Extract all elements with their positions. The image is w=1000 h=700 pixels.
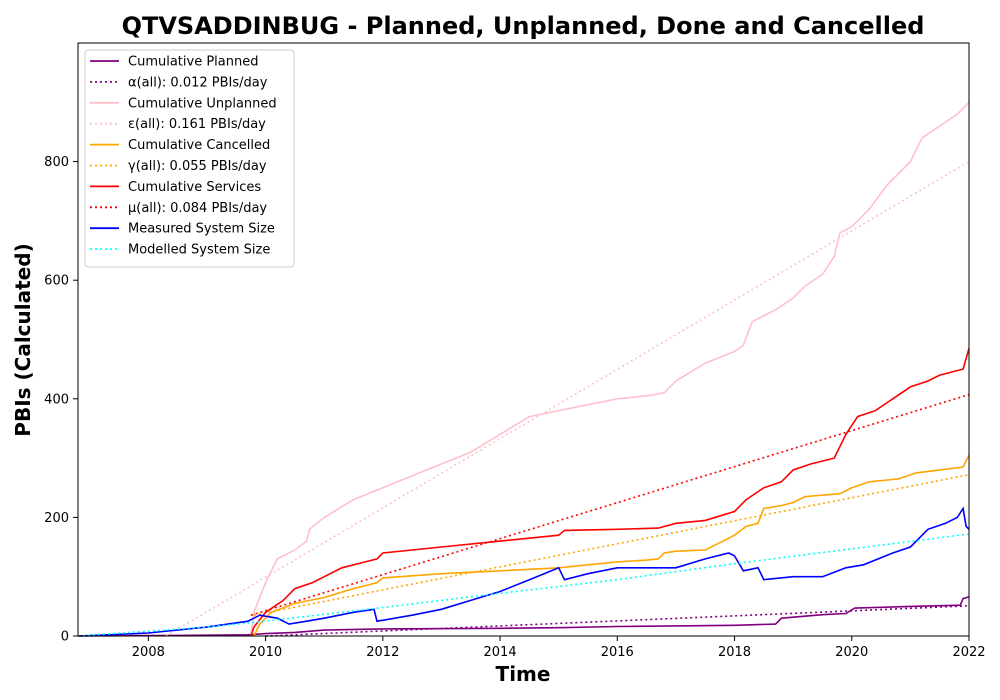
- legend-entry: Cumulative Unplanned: [128, 96, 277, 111]
- x-tick-label: 2016: [601, 645, 634, 660]
- legend-entry: Cumulative Cancelled: [128, 138, 270, 153]
- series-line-cumulative-services: [250, 348, 970, 637]
- series-line-all-0-161-pbis-day: [165, 160, 970, 637]
- series-line-cumulative-unplanned: [250, 101, 970, 637]
- legend-entry: ε(all): 0.161 PBIs/day: [128, 117, 266, 132]
- y-tick-label: 600: [44, 274, 69, 289]
- x-tick-label: 2014: [484, 645, 517, 660]
- y-axis-label: PBIs (Calculated): [11, 243, 35, 436]
- series-line-all-0-084-pbis-day: [250, 393, 970, 616]
- y-tick-label: 400: [44, 392, 69, 407]
- legend-entry: Modelled System Size: [128, 243, 270, 258]
- x-tick-label: 2012: [366, 645, 399, 660]
- x-tick-label: 2010: [249, 645, 282, 660]
- series-line-all-0-055-pbis-day: [253, 473, 970, 616]
- chart-title: QTVSADDINBUG - Planned, Unplanned, Done …: [122, 12, 925, 40]
- y-tick-label: 200: [44, 511, 69, 526]
- legend-entry: Cumulative Planned: [128, 55, 258, 70]
- y-tick-label: 0: [61, 630, 69, 645]
- x-axis-label: Time: [496, 662, 551, 686]
- plot-frame: [77, 42, 970, 637]
- legend: Cumulative Planned α(all): 0.012 PBIs/day…: [84, 49, 295, 268]
- x-tick-label: 2008: [132, 645, 165, 660]
- legend-box: [84, 49, 295, 268]
- y-tick-label: 800: [44, 155, 69, 170]
- legend-entry: μ(all): 0.084 PBIs/day: [128, 201, 267, 216]
- plot-lines: [77, 101, 970, 637]
- x-tick-label: 2018: [718, 645, 751, 660]
- series-line-cumulative-cancelled: [253, 454, 970, 637]
- x-tick-label: 2020: [835, 645, 868, 660]
- series-line-all-0-012-pbis-day: [265, 605, 970, 637]
- legend-entry: γ(all): 0.055 PBIs/day: [128, 159, 267, 174]
- x-axis: 2008 2010 2012 2014 2016 2018 2020 2022: [132, 636, 986, 660]
- y-axis: 0 200 400 600 800: [44, 155, 78, 645]
- series-line-cumulative-planned: [77, 596, 970, 637]
- x-tick-label: 2022: [952, 645, 985, 660]
- legend-entry: Cumulative Services: [128, 180, 261, 195]
- series-line-modelled-system-size: [77, 533, 970, 637]
- legend-entry: α(all): 0.012 PBIs/day: [128, 75, 268, 90]
- series-line-measured-system-size: [77, 506, 970, 637]
- legend-entry: Measured System Size: [128, 222, 275, 237]
